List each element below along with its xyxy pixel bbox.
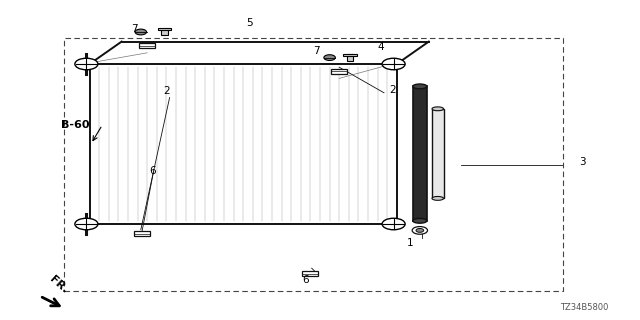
- Text: 7: 7: [314, 46, 320, 56]
- Circle shape: [382, 218, 405, 230]
- Polygon shape: [90, 64, 397, 224]
- Text: 2: 2: [163, 86, 170, 96]
- Ellipse shape: [432, 196, 444, 200]
- Circle shape: [412, 227, 428, 234]
- Text: 4: 4: [378, 42, 384, 52]
- Bar: [161, 29, 168, 35]
- Text: TZ34B5800: TZ34B5800: [559, 303, 608, 312]
- Circle shape: [75, 218, 98, 230]
- Circle shape: [416, 228, 424, 232]
- Text: 3: 3: [579, 157, 586, 167]
- Text: 2: 2: [389, 85, 396, 95]
- Text: 5: 5: [246, 18, 253, 28]
- Bar: [347, 54, 353, 61]
- Text: 1: 1: [406, 238, 413, 248]
- Bar: [344, 54, 356, 56]
- Text: 6: 6: [303, 275, 309, 285]
- Bar: [140, 43, 155, 48]
- Ellipse shape: [413, 84, 427, 89]
- Text: B-60: B-60: [61, 120, 90, 130]
- Bar: [332, 69, 348, 74]
- Ellipse shape: [413, 218, 427, 223]
- Text: FR.: FR.: [47, 274, 69, 295]
- Bar: [158, 28, 171, 30]
- Text: 7: 7: [131, 24, 138, 34]
- Bar: [413, 86, 427, 221]
- Circle shape: [324, 55, 335, 60]
- Bar: [432, 109, 444, 198]
- Circle shape: [75, 58, 98, 70]
- Circle shape: [135, 29, 147, 35]
- Circle shape: [382, 58, 405, 70]
- Bar: [134, 231, 150, 236]
- Text: 6: 6: [149, 166, 156, 176]
- Ellipse shape: [432, 107, 444, 111]
- Bar: [302, 271, 319, 276]
